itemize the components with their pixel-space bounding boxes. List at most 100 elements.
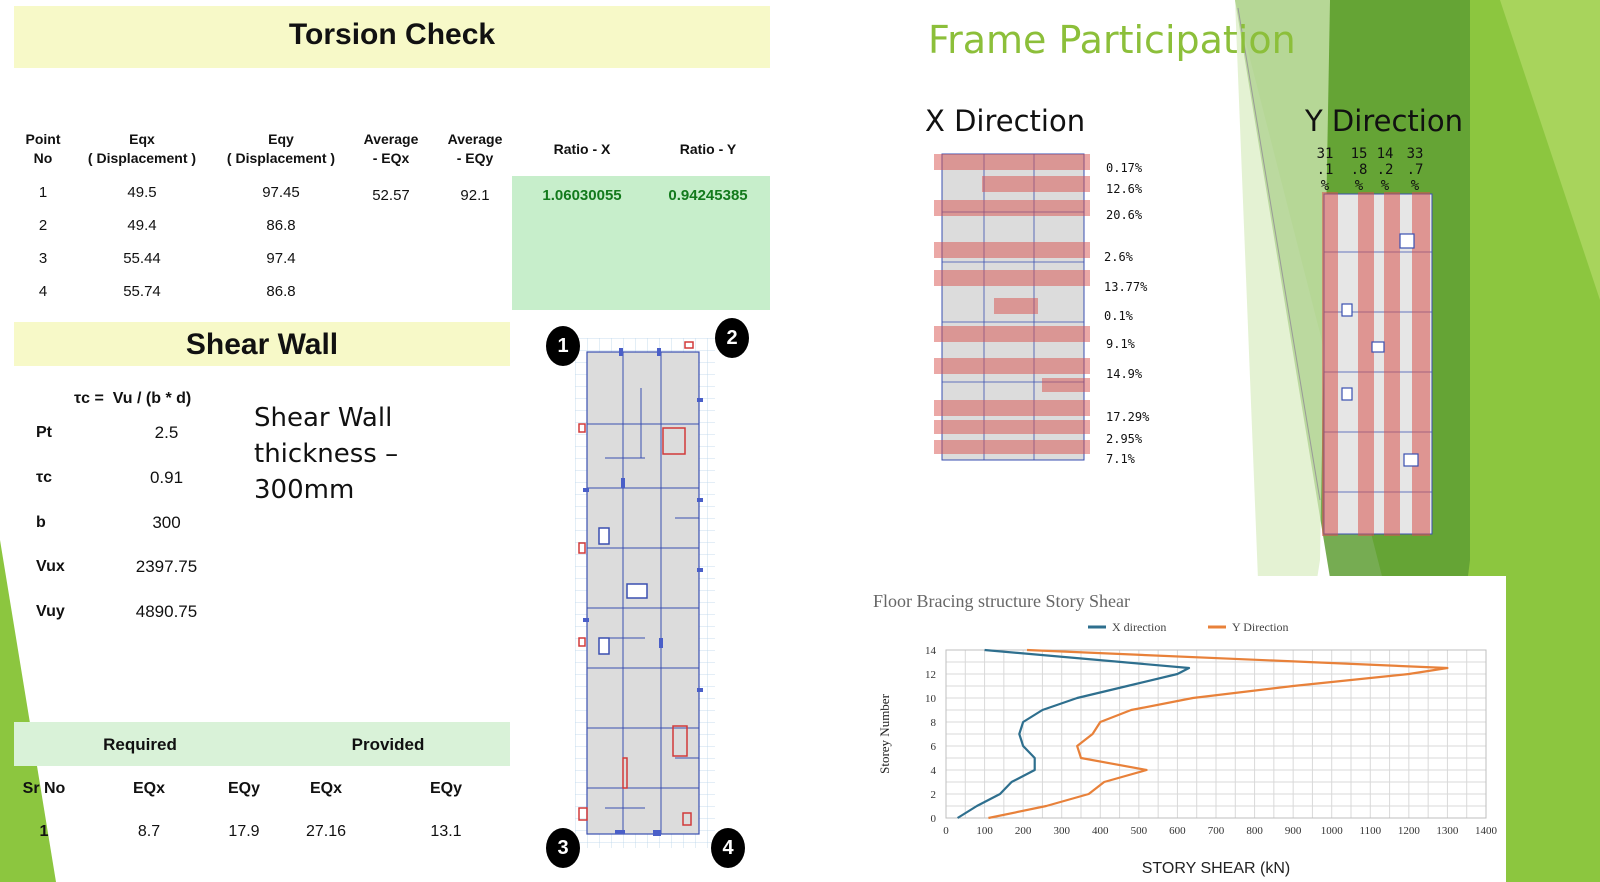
y-axis-label: Storey Number (877, 693, 892, 773)
x-tick-label: 300 (1053, 825, 1070, 837)
corner-marker-1: 1 (546, 326, 580, 366)
y-tick-label: 6 (931, 741, 937, 753)
param-row: Vuy 4890.75 (14, 597, 229, 627)
req-prov-header (14, 722, 510, 766)
table-row: 2 49.4 86.8 (14, 209, 770, 242)
y-pct-line: .1 (1316, 162, 1334, 178)
cell-point: 2 (38, 217, 48, 234)
y-percentage: 31 .1 % (1312, 146, 1338, 194)
chart-title: Floor Bracing structure Story Shear (873, 591, 1130, 611)
cell-eqx: 55.74 (123, 283, 161, 300)
header-eqx: Eqx ( Displacement ) (87, 131, 197, 166)
x-tick-label: 1300 (1436, 825, 1459, 837)
y-pct-line: 15 (1350, 146, 1368, 162)
x-tick-label: 500 (1131, 825, 1148, 837)
y-percentage: 14 .2 % (1372, 146, 1398, 194)
cell-point: 4 (38, 283, 48, 300)
y-pct-line: .2 (1376, 162, 1394, 178)
param-label: Vux (36, 558, 65, 575)
x-tick-label: 600 (1169, 825, 1186, 837)
x-percentage: 12.6% (1106, 182, 1143, 196)
corner-marker-4: 4 (711, 828, 745, 868)
cell-eqy: 86.8 (266, 217, 296, 234)
param-label: Vuy (36, 603, 65, 620)
y-direction-plan (1322, 192, 1433, 536)
y-tick-label: 2 (931, 789, 937, 801)
param-label: b (36, 514, 46, 531)
shear-wall-banner (14, 322, 510, 366)
y-tick-label: 10 (925, 693, 937, 705)
cell-eqy: 86.8 (266, 283, 296, 300)
floor-plan-drawing (575, 338, 715, 848)
cell-ratio-x: 1.06030055 (542, 187, 622, 204)
x-tick-label: 1400 (1475, 825, 1498, 837)
x-percentage: 7.1% (1106, 452, 1135, 466)
x-percentage: 20.6% (1106, 208, 1143, 222)
y-tick-label: 12 (925, 669, 936, 681)
x-tick-label: 800 (1246, 825, 1263, 837)
y-pct-line: .7 (1406, 162, 1424, 178)
y-pct-line: % (1320, 178, 1330, 194)
header-avg-y: Average - EQy (447, 131, 503, 166)
torsion-title: Torsion Check (288, 18, 496, 51)
cell-eqy: 97.4 (266, 250, 296, 267)
param-row: b 300 (14, 508, 229, 538)
cell-req-eqx: 8.7 (137, 823, 161, 840)
legend-label: X direction (1112, 620, 1166, 634)
param-row: τc 0.91 (14, 463, 229, 493)
header-eqy: Eqy ( Displacement ) (226, 131, 336, 166)
param-value: 300 (152, 513, 181, 532)
y-pct-line: 31 (1316, 146, 1334, 162)
x-tick-label: 1000 (1321, 825, 1344, 837)
param-row: Pt 2.5 (14, 418, 229, 448)
y-tick-label: 0 (931, 813, 937, 825)
cell-eqx: 49.5 (127, 184, 157, 201)
y-direction-title: Y Direction (1305, 104, 1463, 138)
y-pct-line: 33 (1406, 146, 1424, 162)
col-req-eqx: EQx (132, 780, 165, 797)
chart-panel (862, 576, 1506, 882)
torsion-banner (14, 6, 770, 68)
corner-marker-3: 3 (546, 828, 580, 868)
y-tick-label: 8 (931, 717, 937, 729)
story-shear-chart: X direction Y Direction 0 100 200 300 400 500 6… (877, 620, 1498, 877)
x-percentage: 0.1% (1104, 309, 1133, 323)
table-row: 1 49.5 97.45 52.57 92.1 1.06030055 0.942… (14, 176, 770, 209)
y-tick-label: 4 (931, 765, 937, 777)
param-value: 4890.75 (135, 602, 198, 621)
cell-ratio-y: 0.94245385 (668, 187, 748, 204)
cell-req-eqy: 17.9 (228, 823, 260, 840)
shear-formula: τc = Vu / (b * d) (74, 390, 192, 407)
header-ratio-x: Ratio - X (553, 140, 611, 157)
col-srno: Sr No (22, 780, 66, 797)
cell-point: 3 (38, 250, 48, 267)
required-label: Required (103, 735, 177, 754)
param-value: 0.91 (149, 468, 184, 487)
header-point: Point No (25, 131, 61, 166)
table-row: 4 55.74 86.8 (14, 275, 770, 308)
param-label: Pt (36, 424, 52, 441)
x-axis-label: STORY SHEAR (kN) (1142, 860, 1290, 877)
y-pct-line: % (1354, 178, 1364, 194)
header-ratio-y: Ratio - Y (679, 140, 737, 157)
y-pct-line: .8 (1350, 162, 1368, 178)
x-percentage: 0.17% (1106, 161, 1143, 175)
col-prov-eqy: EQy (429, 780, 462, 797)
series-line (988, 648, 1449, 820)
x-tick-label: 1200 (1398, 825, 1421, 837)
x-percentage: 14.9% (1106, 367, 1143, 381)
x-percentage: 2.95% (1106, 432, 1143, 446)
corner-marker-2: 2 (715, 318, 749, 358)
cell-avg-y: 92.1 (460, 187, 490, 204)
torsion-table: Point No Eqx ( Displacement ) Eqy ( Disp… (14, 122, 770, 308)
legend-label: Y Direction (1232, 620, 1289, 634)
y-pct-line: % (1380, 178, 1390, 194)
param-row: Vux 2397.75 (14, 552, 229, 582)
x-tick-label: 0 (943, 825, 949, 837)
col-req-eqy: EQy (227, 780, 260, 797)
x-percentage: 13.77% (1104, 280, 1148, 294)
cell-prov-eqx: 27.16 (305, 823, 347, 840)
x-tick-label: 400 (1092, 825, 1109, 837)
series-line (956, 648, 1191, 819)
cell-prov-eqy: 13.1 (430, 823, 462, 840)
